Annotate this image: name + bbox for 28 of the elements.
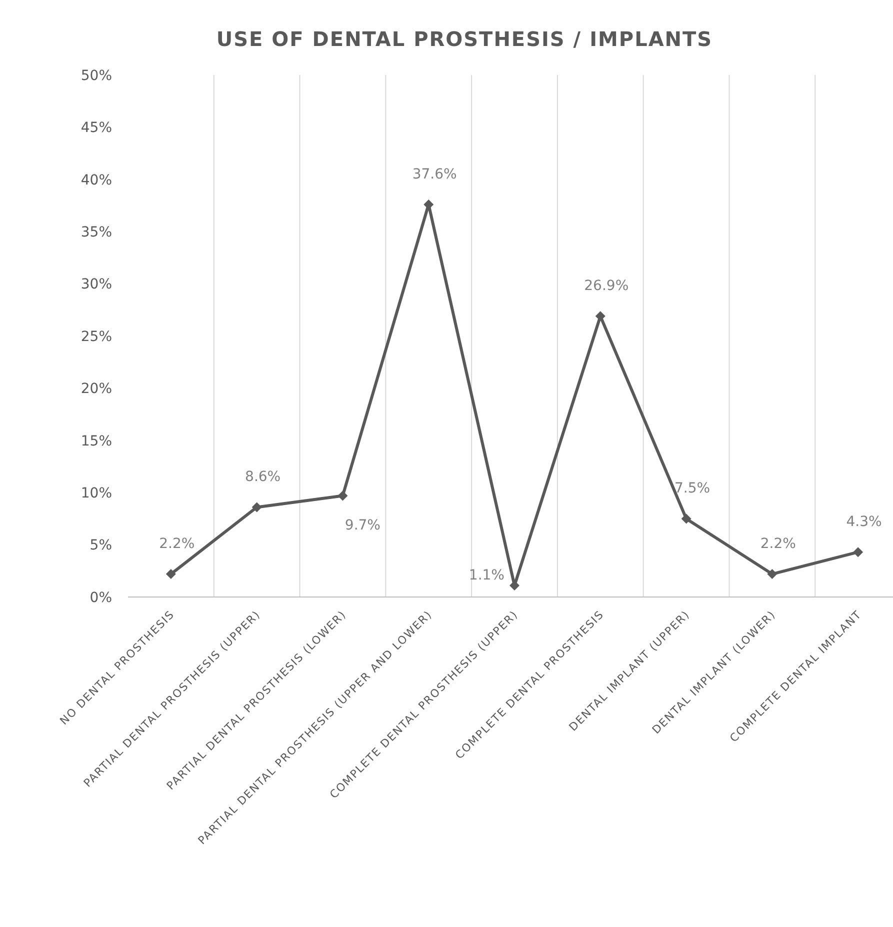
point [166,569,176,580]
point [338,490,348,501]
data-label: 2.2% [760,536,796,552]
y-tick-label: 50% [80,68,112,84]
data-label: 9.7% [344,518,381,534]
point [595,311,606,322]
data-label: 2.2% [159,536,195,552]
point [252,502,262,512]
point [681,514,692,524]
y-tick-label: 30% [80,276,112,293]
y-tick-label: 20% [80,381,112,398]
data-label: 37.6% [412,166,457,182]
y-tick-label: 0% [90,590,112,606]
y-tick-label: 45% [80,120,112,136]
point [767,569,778,580]
data-label: 4.3% [846,514,882,530]
y-tick-label: 25% [80,328,112,345]
data-label: 26.9% [584,278,629,294]
chart-title: USE OF DENTAL PROSTHESIS / IMPLANTS [216,27,713,51]
y-tick-label: 5% [90,538,112,554]
y-tick-label: 10% [80,486,112,502]
data-label: 8.6% [245,469,281,486]
y-tick-label: 15% [80,433,112,450]
point [853,547,864,558]
data-label: 1.1% [468,568,504,584]
y-tick-label: 40% [80,172,112,188]
y-tick-label: 35% [80,224,112,240]
data-label: 7.5% [674,480,710,497]
